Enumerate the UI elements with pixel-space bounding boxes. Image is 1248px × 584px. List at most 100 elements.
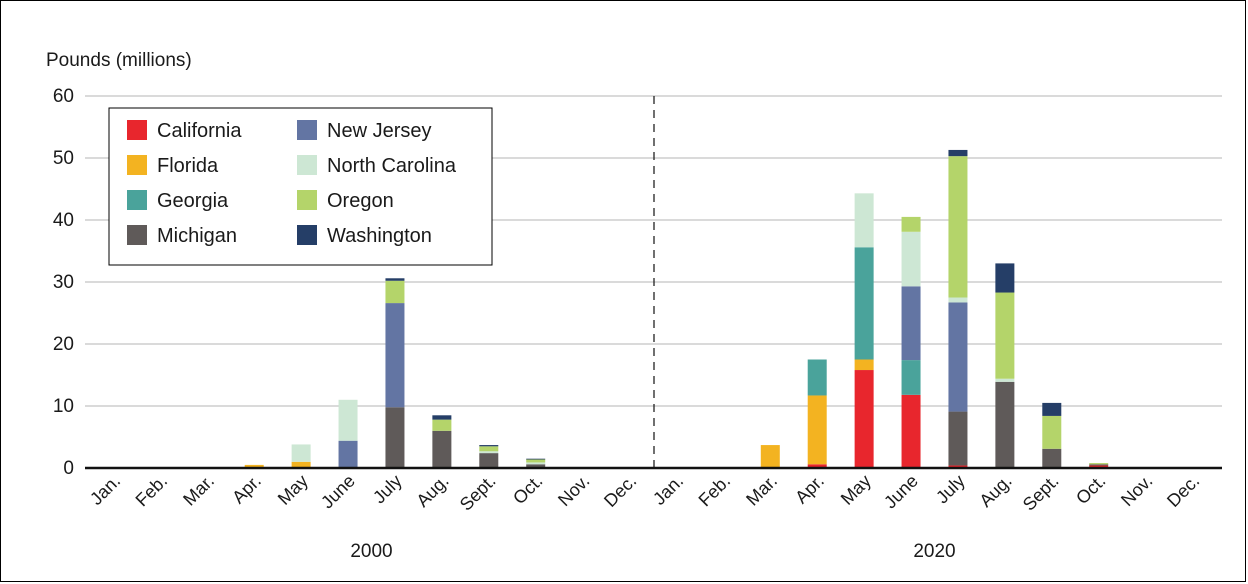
bar-2000-oct-north-carolina xyxy=(526,462,546,465)
legend-swatch-michigan xyxy=(127,225,147,245)
bar-2000-sept-north-carolina xyxy=(479,451,499,454)
bar-2020-aug-north-carolina xyxy=(995,378,1015,382)
bar-2020-june-north-carolina xyxy=(901,231,921,287)
group-labels: 2000 2020 xyxy=(350,541,955,562)
bar-2020-may-california xyxy=(854,370,874,468)
x-tick-2020-may: May xyxy=(837,471,875,509)
x-tick-2000-jan: Jan. xyxy=(86,471,124,509)
bar-2020-may-georgia xyxy=(854,247,874,360)
x-tick-2000-dec: Dec. xyxy=(600,471,640,511)
legend-label-washington: Washington xyxy=(327,225,432,247)
bar-2020-june-georgia xyxy=(901,360,921,395)
bar-2020-apr-florida xyxy=(807,395,827,465)
legend-label-new-jersey: New Jersey xyxy=(327,120,431,142)
bar-2020-apr-california xyxy=(807,464,827,468)
y-tick-0: 0 xyxy=(63,458,74,479)
bar-2020-june-california xyxy=(901,394,921,468)
legend-swatch-georgia xyxy=(127,190,147,210)
bar-2020-sept-oregon xyxy=(1042,415,1062,449)
bar-2000-sept-michigan xyxy=(479,453,499,468)
bar-2020-apr-georgia xyxy=(807,359,827,396)
x-tick-2020-nov: Nov. xyxy=(1117,471,1156,510)
x-tick-2000-feb: Feb. xyxy=(132,471,172,511)
group-label-2020: 2020 xyxy=(913,541,955,562)
group-label-2000: 2000 xyxy=(350,541,392,562)
bars xyxy=(244,149,1109,468)
bar-2000-july-oregon xyxy=(385,280,405,304)
bar-2000-aug-washington xyxy=(432,415,452,420)
legend: California Florida Georgia Michigan New Jers… xyxy=(108,107,493,266)
legend-swatch-north-carolina xyxy=(297,155,317,175)
bar-2020-may-north-carolina xyxy=(854,193,874,248)
legend-swatch-new-jersey xyxy=(297,120,317,140)
y-tick-50: 50 xyxy=(53,148,74,169)
bar-2020-july-michigan xyxy=(948,411,968,466)
bar-2000-sept-washington xyxy=(479,445,499,447)
legend-label-north-carolina: North Carolina xyxy=(327,155,457,177)
bar-2000-sept-oregon xyxy=(479,446,499,452)
bar-2020-june-new-jersey xyxy=(901,286,921,361)
x-tick-2020-sept: Sept. xyxy=(1019,471,1063,515)
x-tick-2020-july: July xyxy=(932,471,969,508)
bar-2000-oct-oregon xyxy=(526,459,546,463)
legend-swatch-florida xyxy=(127,155,147,175)
x-tick-2000-apr: Apr. xyxy=(228,471,265,508)
x-tick-2000-july: July xyxy=(369,471,406,508)
x-tick-2000-may: May xyxy=(274,471,312,509)
bar-2020-sept-michigan xyxy=(1042,448,1062,468)
x-tick-2020-dec: Dec. xyxy=(1163,471,1203,511)
legend-swatch-washington xyxy=(297,225,317,245)
bar-2020-july-new-jersey xyxy=(948,302,968,412)
legend-swatch-oregon xyxy=(297,190,317,210)
x-tick-2020-feb: Feb. xyxy=(695,471,735,511)
y-tick-30: 30 xyxy=(53,272,74,293)
bar-2000-may-florida xyxy=(291,461,311,468)
x-tick-2020-apr: Apr. xyxy=(791,471,828,508)
legend-label-oregon: Oregon xyxy=(327,190,394,212)
bar-2020-oct-oregon xyxy=(1089,463,1109,465)
legend-label-florida: Florida xyxy=(157,155,219,177)
x-tick-2000-sept: Sept. xyxy=(456,471,500,515)
bar-2000-june-north-carolina xyxy=(338,399,358,441)
x-tick-2000-nov: Nov. xyxy=(554,471,593,510)
bar-2020-aug-oregon xyxy=(995,292,1015,379)
bar-2020-aug-washington xyxy=(995,263,1015,293)
bar-2000-aug-oregon xyxy=(432,419,452,431)
legend-label-georgia: Georgia xyxy=(157,190,229,212)
y-tick-40: 40 xyxy=(53,210,74,231)
bar-2020-july-washington xyxy=(948,149,968,157)
x-tick-2000-mar: Mar. xyxy=(179,471,218,510)
bar-2000-july-washington xyxy=(385,278,405,281)
y-tick-60: 60 xyxy=(53,86,74,107)
bar-2000-apr-florida xyxy=(244,464,264,468)
bar-2020-mar-florida xyxy=(760,445,780,468)
bar-2000-oct-michigan xyxy=(526,464,546,468)
y-tick-10: 10 xyxy=(53,396,74,417)
x-tick-2000-june: June xyxy=(317,471,359,513)
bar-2020-aug-michigan xyxy=(995,381,1015,468)
x-tick-2000-aug: Aug. xyxy=(412,471,452,511)
x-tick-2020-mar: Mar. xyxy=(742,471,781,510)
y-axis-title: Pounds (millions) xyxy=(46,50,192,71)
bar-2020-may-florida xyxy=(854,359,874,371)
bar-2000-july-michigan xyxy=(385,407,405,468)
bar-2000-may-north-carolina xyxy=(291,444,311,462)
legend-label-michigan: Michigan xyxy=(157,225,237,247)
y-tick-labels: 0 10 20 30 40 50 60 xyxy=(53,86,74,479)
bar-2020-july-north-carolina xyxy=(948,297,968,303)
bar-2000-oct-washington xyxy=(526,458,546,460)
legend-label-california: California xyxy=(157,120,242,142)
bar-2020-oct-michigan xyxy=(1089,464,1109,466)
x-tick-2020-june: June xyxy=(880,471,922,513)
bar-2020-june-oregon xyxy=(901,216,921,232)
bar-2000-aug-michigan xyxy=(432,430,452,468)
x-tick-2020-oct: Oct. xyxy=(1072,471,1109,508)
x-tick-2020-aug: Aug. xyxy=(975,471,1015,511)
y-tick-20: 20 xyxy=(53,334,74,355)
legend-swatch-california xyxy=(127,120,147,140)
x-tick-2000-oct: Oct. xyxy=(509,471,546,508)
bar-2020-july-oregon xyxy=(948,156,968,298)
bar-2000-july-new-jersey xyxy=(385,303,405,408)
